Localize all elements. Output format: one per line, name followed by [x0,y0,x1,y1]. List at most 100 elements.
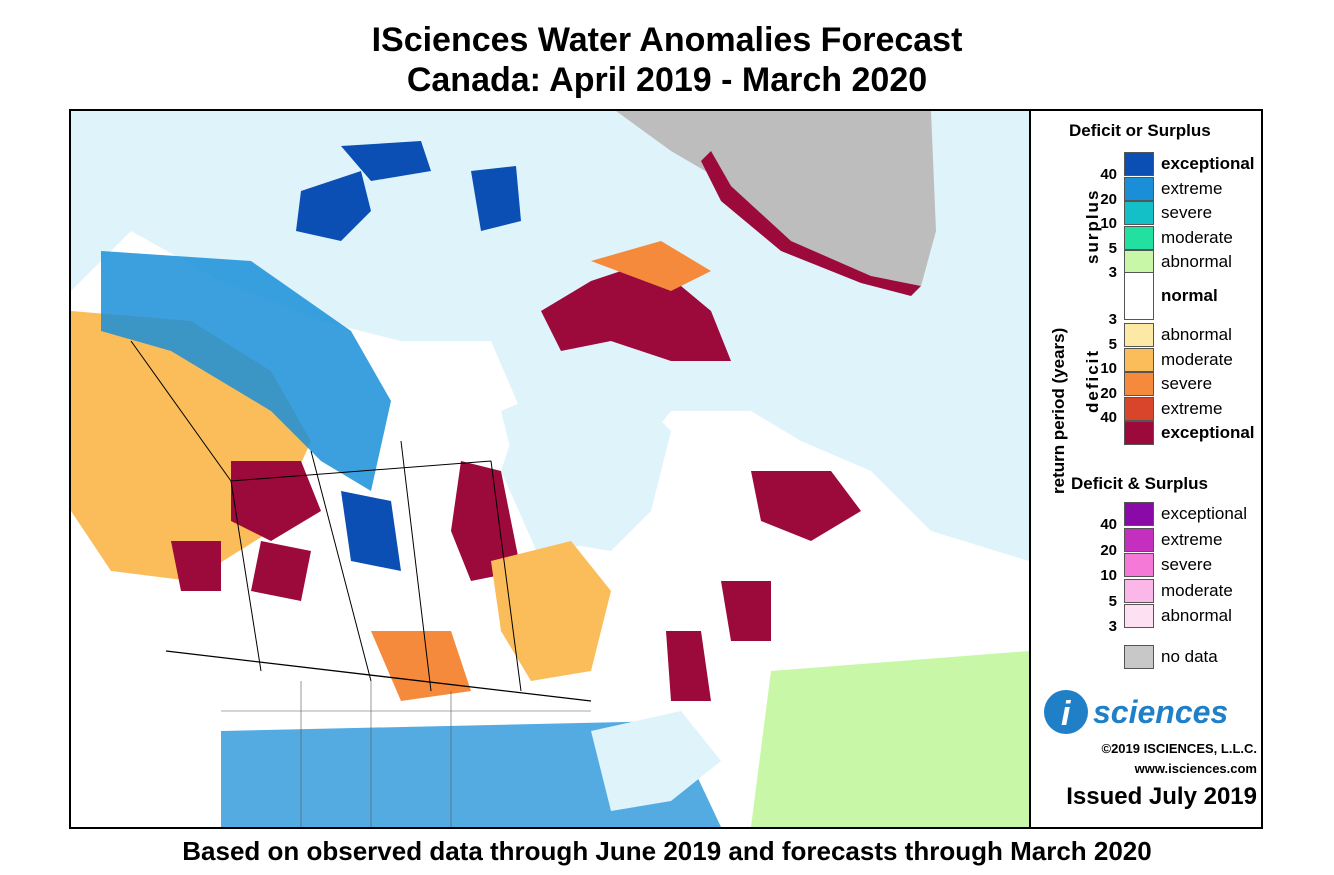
deficit-swatch-extreme [1124,396,1154,421]
manitoba-surplus [341,491,401,571]
ontario-deficit [491,541,611,681]
surplus-label-moderate: moderate [1161,227,1233,247]
both-label-moderate: moderate [1161,580,1233,600]
bc-deficit [171,541,221,591]
deficit-label-exceptional: exceptional [1161,423,1255,442]
deficit-row-abnormal: abnormal [1031,323,1261,347]
both-label-abnormal: abnormal [1161,606,1232,625]
both-label-extreme: extreme [1161,529,1223,549]
both-swatch-extreme [1124,527,1154,552]
deficit-row-moderate: moderate [1031,347,1261,372]
anomaly-map [71,111,1029,827]
both-tick-3: 3 [1108,618,1117,635]
surplus-row-extreme: extreme [1031,176,1261,201]
footer-note: Based on observed data through June 2019… [182,836,1152,866]
east-surplus [751,651,1029,827]
map-subtitle: Canada: April 2019 - March 2020 [406,61,928,99]
surplus-label-severe: severe [1161,203,1213,222]
deficit-tick-3: 3 [1108,311,1117,328]
surplus-tick-10: 10 [1100,215,1117,232]
legend-panel: Deficit or Surplus return period (years)… [1029,111,1261,827]
quebec-deficit-3 [666,631,711,701]
sask-deficit [251,541,311,601]
deficit-tick-20: 20 [1100,384,1117,402]
deficit-label-moderate: moderate [1161,349,1233,369]
both-row-exceptional: exceptional [1031,502,1261,526]
manitoba-deficit [451,461,521,581]
both-swatch-exceptional [1124,502,1154,526]
surplus-tick-5: 5 [1108,239,1117,257]
nwt-surplus [101,251,391,491]
surplus-tick-40: 40 [1100,166,1117,183]
legend-title-deficit-or-surplus: Deficit or Surplus [1069,121,1211,140]
deficit-swatch-moderate [1124,347,1154,372]
province-borders [130,340,522,692]
isciences-logo: i sciences [1043,687,1258,737]
legend-row-normal: normal [1031,272,1261,320]
map-title: ISciences Water Anomalies Forecast [371,21,963,59]
deficit-swatch-severe [1124,372,1154,396]
both-tick-5: 5 [1108,592,1117,610]
surplus-row-abnormal: abnormal [1031,250,1261,274]
both-label-exceptional: exceptional [1161,504,1248,523]
surplus-swatch-exceptional [1124,152,1154,176]
deficit-row-extreme: extreme [1031,396,1261,421]
baffin-island-deficit [541,261,731,361]
both-row-abnormal: abnormal [1031,604,1261,628]
deficit-swatch-abnormal [1124,323,1154,347]
great-lakes [591,711,721,811]
surplus-label-exceptional: exceptional [1161,154,1255,173]
both-row-moderate: moderate [1031,578,1261,603]
surplus-tick-20: 20 [1100,190,1117,208]
both-swatch-moderate [1124,578,1154,603]
map-graphic [71,111,1029,827]
surplus-swatch-abnormal [1124,250,1154,274]
issued-date: Issued July 2019 [1066,783,1257,810]
quebec-deficit-2 [721,581,771,641]
both-row-severe: severe [1031,553,1261,577]
surplus-swatch-moderate [1124,225,1154,250]
deficit-label-extreme: extreme [1161,398,1223,418]
legend-title-deficit-and-surplus: Deficit & Surplus [1071,474,1208,493]
surplus-swatch-severe [1124,201,1154,225]
logo-circle [1044,690,1088,734]
hudson-bay [501,381,671,551]
legend-swatch-normal [1124,272,1154,320]
legend-row-no-data: no data [1031,645,1261,669]
legend-label-no-data: no data [1161,647,1218,666]
us-canada-border [165,650,592,702]
logo-letter: i [1061,695,1072,733]
website: www.isciences.com [1134,761,1257,776]
both-tick-10: 10 [1100,567,1117,584]
both-swatch-severe [1124,553,1154,577]
deficit-label-abnormal: abnormal [1161,325,1232,344]
surplus-label-extreme: extreme [1161,178,1223,198]
both-swatch-abnormal [1124,604,1154,628]
both-row-extreme: extreme [1031,527,1261,552]
deficit-label-severe: severe [1161,374,1213,393]
surplus-label-abnormal: abnormal [1161,252,1232,271]
deficit-tick-40: 40 [1100,409,1117,426]
greenland-landmass [616,111,936,286]
deficit-tick-10: 10 [1100,360,1117,377]
legend-label-normal: normal [1161,286,1218,305]
baffin-orange [591,241,711,291]
surplus-row-severe: severe [1031,201,1261,225]
map-frame: Deficit or Surplus return period (years)… [69,109,1263,829]
both-tick-40: 40 [1100,516,1117,533]
deficit-tick-5: 5 [1108,335,1117,353]
legend-swatch-no-data [1124,645,1154,669]
logo-graphic: i sciences [1044,690,1228,734]
surplus-tick-3: 3 [1108,264,1117,281]
deficit-swatch-exceptional [1124,421,1154,445]
quebec-deficit-1 [751,471,861,541]
both-tick-20: 20 [1100,541,1117,559]
alberta-deficit [231,461,321,541]
logo-text: sciences [1093,694,1228,730]
deficit-row-exceptional: exceptional [1031,421,1261,445]
deficit-row-severe: severe [1031,372,1261,396]
surplus-row-moderate: moderate [1031,225,1261,250]
us-state-borders [221,681,591,827]
arctic-islands-surplus [296,141,521,241]
surplus-row-exceptional: exceptional [1031,152,1261,176]
